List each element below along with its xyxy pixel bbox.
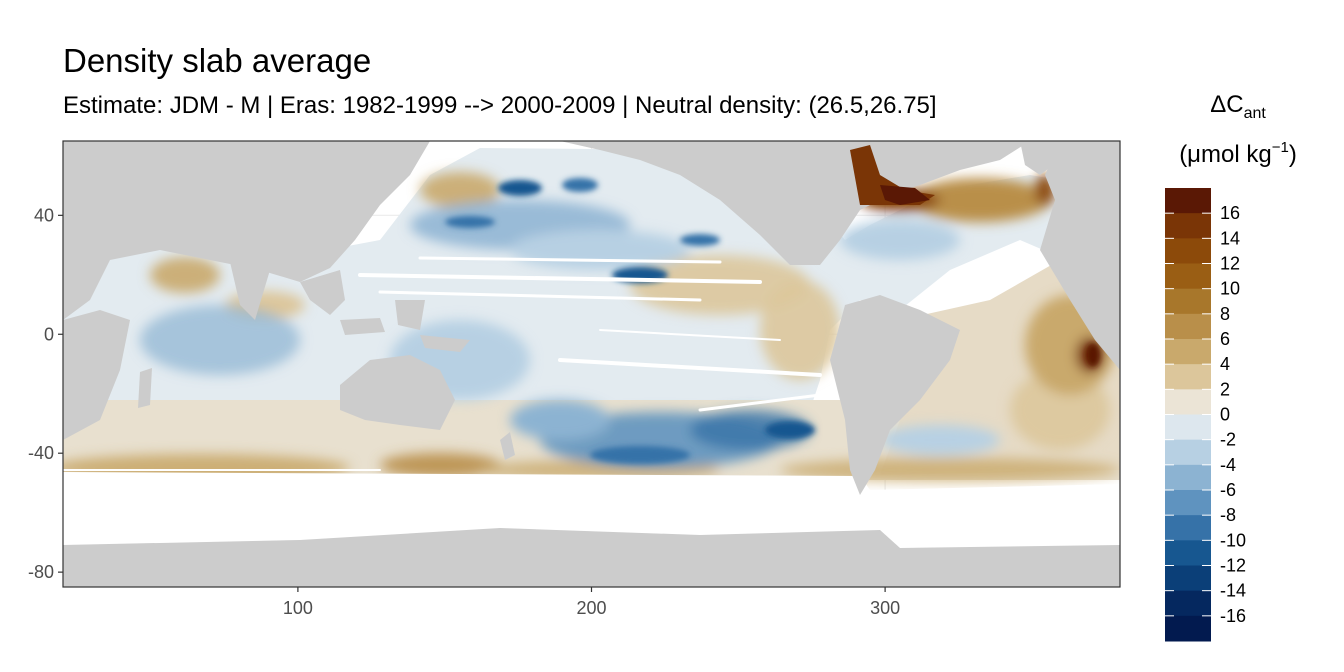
legend-unit-sup: −1 (1272, 139, 1289, 156)
legend-title-sub: ant (1244, 105, 1267, 122)
legend-swatch (1165, 490, 1211, 516)
legend-swatches (1165, 188, 1211, 642)
legend-unit-post: ) (1289, 141, 1297, 168)
land-australia (340, 355, 455, 430)
y-tick-label: -40 (28, 443, 54, 463)
legend-swatch (1165, 188, 1211, 214)
legend-swatch (1165, 515, 1211, 541)
legend-label: 6 (1220, 329, 1230, 349)
legend-label: 14 (1220, 228, 1240, 248)
x-tick-label: 300 (870, 598, 900, 618)
legend-label: 0 (1220, 405, 1230, 425)
legend-title: ΔCant (1210, 91, 1266, 122)
legend-label: 2 (1220, 379, 1230, 399)
legend-swatch (1165, 313, 1211, 340)
legend-swatch (1165, 615, 1211, 642)
legend-label: 12 (1220, 254, 1240, 274)
y-tick-label: 0 (44, 324, 54, 344)
legend-swatch (1165, 364, 1211, 390)
chart-subtitle: Estimate: JDM - M | Eras: 1982-1999 --> … (63, 92, 937, 119)
x-tick-label: 200 (576, 598, 606, 618)
land-north-america (560, 141, 1030, 265)
land-africa (63, 310, 130, 440)
southern-no-data (63, 472, 1120, 545)
land-antarctica (63, 528, 1120, 587)
land-masses (63, 141, 1120, 587)
legend-swatch (1165, 565, 1211, 592)
chart-title: Density slab average (63, 42, 372, 79)
legend-swatch (1165, 540, 1211, 566)
legend-label: -2 (1220, 430, 1236, 450)
coastal-hotspots (850, 145, 935, 205)
missing-data-streaks (63, 256, 822, 471)
legend-label: 16 (1220, 203, 1240, 223)
legend-swatch (1165, 238, 1211, 264)
legend-labels: 16 14 12 10 8 6 4 2 0 -2 -4 -6 -8 -10 -12 -14 -16 (1165, 203, 1246, 626)
legend-label: -10 (1220, 530, 1246, 550)
land-india (230, 262, 270, 320)
legend-label: -14 (1220, 581, 1246, 601)
legend-label: -6 (1220, 480, 1236, 500)
legend-swatch (1165, 590, 1211, 617)
legend-label: 10 (1220, 279, 1240, 299)
legend-title-main: ΔC (1210, 91, 1243, 118)
legend-swatch (1165, 288, 1211, 315)
y-tick-label: -80 (28, 562, 54, 582)
land-eurasia (63, 141, 430, 320)
x-axis: 100 200 300 (283, 587, 900, 618)
legend-swatch (1165, 339, 1211, 365)
color-legend: ΔCant (μmol kg−1) 16 14 12 10 8 6 4 2 0 -2 -4 -6 -8 -… (1165, 91, 1297, 642)
legend-label: 4 (1220, 354, 1230, 374)
land-madagascar (138, 368, 152, 408)
legend-unit-pre: (μmol kg (1179, 141, 1272, 168)
legend-unit: (μmol kg−1) (1179, 139, 1297, 168)
legend-label: -4 (1220, 455, 1236, 475)
legend-swatch (1165, 464, 1211, 491)
legend-label: -8 (1220, 505, 1236, 525)
legend-swatch (1165, 439, 1211, 466)
legend-label: -12 (1220, 556, 1246, 576)
legend-swatch (1165, 213, 1211, 239)
legend-label: -16 (1220, 606, 1246, 626)
land-indochina (300, 270, 345, 315)
map-panel (63, 141, 1120, 587)
y-axis: 40 0 -40 -80 (28, 205, 63, 582)
legend-swatch (1165, 263, 1211, 290)
legend-label: 8 (1220, 304, 1230, 324)
x-tick-label: 100 (283, 598, 313, 618)
land-south-america (830, 295, 960, 495)
land-europe-africa-east (1040, 141, 1120, 370)
y-tick-label: 40 (34, 205, 54, 225)
legend-swatch (1165, 389, 1211, 415)
legend-swatch (1165, 414, 1211, 441)
